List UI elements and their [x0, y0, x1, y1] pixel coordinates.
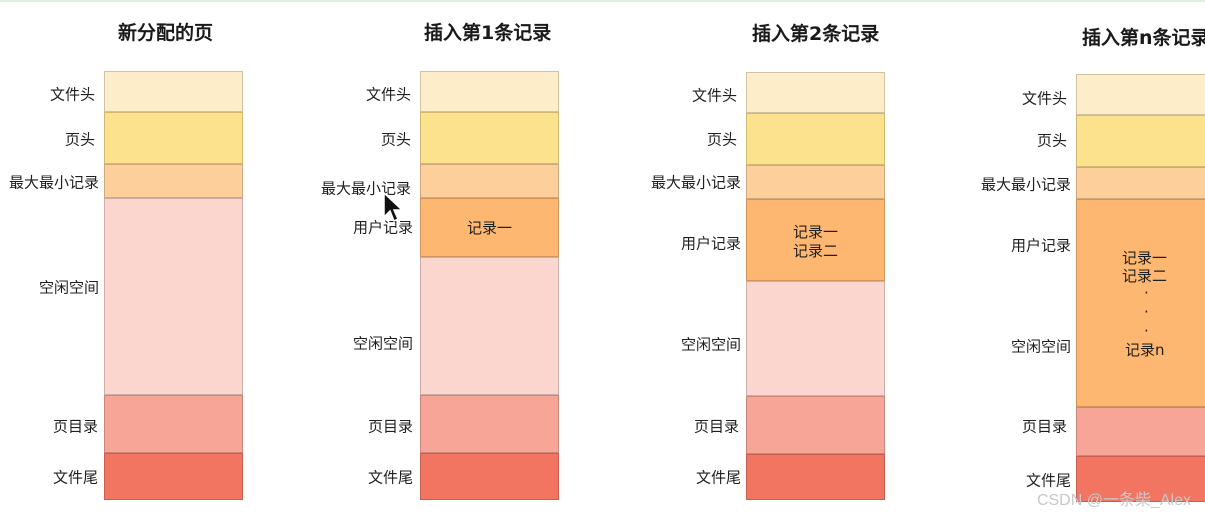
file-header-block: [104, 71, 243, 112]
watermark: CSDN @一条柴_Alex: [1036, 492, 1191, 509]
page-header-block: [1076, 115, 1205, 167]
record-n: 记录n: [1125, 341, 1165, 359]
label-infimum-supremum: 最大最小记录: [980, 175, 1071, 194]
user-records-block: 记录一 记录二 · · · 记录n: [1076, 199, 1205, 407]
label-page-directory: 页目录: [1021, 417, 1067, 436]
free-space-block: [104, 198, 243, 395]
record-1: 记录一: [792, 223, 838, 241]
top-divider: [0, 0, 1205, 2]
label-free-space: 空闲空间: [38, 278, 99, 297]
infimum-supremum-block: [420, 164, 559, 198]
diagram-title: 插入第2条记录: [752, 23, 880, 45]
file-header-block: [746, 72, 885, 113]
label-file-trailer: 文件尾: [367, 468, 413, 487]
label-page-header: 页头: [380, 130, 411, 149]
label-page-header: 页头: [706, 130, 737, 149]
label-infimum-supremum: 最大最小记录: [320, 179, 411, 198]
free-space-block: [420, 257, 559, 395]
label-free-space: 空闲空间: [1010, 337, 1071, 356]
page-directory-block: [420, 395, 559, 453]
page-header-block: [420, 112, 559, 164]
label-file-trailer: 文件尾: [52, 468, 98, 487]
record-2: 记录二: [1122, 267, 1168, 285]
file-header-block: [420, 71, 559, 112]
record-1: 记录一: [1122, 249, 1168, 267]
label-file-header: 文件头: [1021, 89, 1067, 108]
diagram-title: 新分配的页: [118, 22, 214, 44]
label-page-directory: 页目录: [367, 417, 413, 436]
record-2: 记录二: [792, 242, 838, 260]
label-free-space: 空闲空间: [680, 335, 741, 354]
label-file-header: 文件头: [691, 86, 737, 105]
page-header-block: [746, 113, 885, 165]
page-header-block: [104, 112, 243, 164]
ellipsis-dot: ·: [1144, 284, 1149, 302]
label-page-header: 页头: [1036, 131, 1067, 150]
label-infimum-supremum: 最大最小记录: [650, 173, 741, 192]
infimum-supremum-block: [104, 164, 243, 198]
label-user-records: 用户记录: [352, 218, 413, 237]
file-trailer-block: [420, 453, 559, 500]
free-space-block: [746, 281, 885, 396]
ellipsis-dot: ·: [1144, 303, 1149, 321]
label-infimum-supremum: 最大最小记录: [8, 173, 99, 192]
mouse-cursor-icon: [383, 192, 404, 223]
ellipsis-dot: ·: [1144, 322, 1149, 340]
label-file-trailer: 文件尾: [1025, 471, 1071, 490]
file-trailer-block: [746, 454, 885, 500]
label-page-header: 页头: [64, 130, 95, 149]
page-directory-block: [1076, 407, 1205, 456]
file-trailer-block: [104, 453, 243, 500]
user-records-block: 记录一 记录二: [746, 199, 885, 281]
infimum-supremum-block: [746, 165, 885, 199]
infimum-supremum-block: [1076, 167, 1205, 199]
label-user-records: 用户记录: [680, 234, 741, 253]
diagram-title: 插入第n条记录: [1082, 27, 1205, 49]
label-user-records: 用户记录: [1010, 236, 1071, 255]
file-trailer-block: [1076, 456, 1205, 502]
label-free-space: 空闲空间: [352, 334, 413, 353]
file-header-block: [1076, 74, 1205, 115]
label-page-directory: 页目录: [693, 417, 739, 436]
label-file-header: 文件头: [365, 85, 411, 104]
record-1: 记录一: [466, 219, 512, 237]
label-page-directory: 页目录: [52, 417, 98, 436]
label-file-header: 文件头: [49, 85, 95, 104]
diagram-title: 插入第1条记录: [424, 22, 552, 44]
page-stack: 记录一 记录二 · · · 记录n: [1076, 74, 1205, 502]
label-file-trailer: 文件尾: [695, 468, 741, 487]
page-directory-block: [104, 395, 243, 453]
user-records-block: 记录一: [420, 198, 559, 257]
page-directory-block: [746, 396, 885, 454]
